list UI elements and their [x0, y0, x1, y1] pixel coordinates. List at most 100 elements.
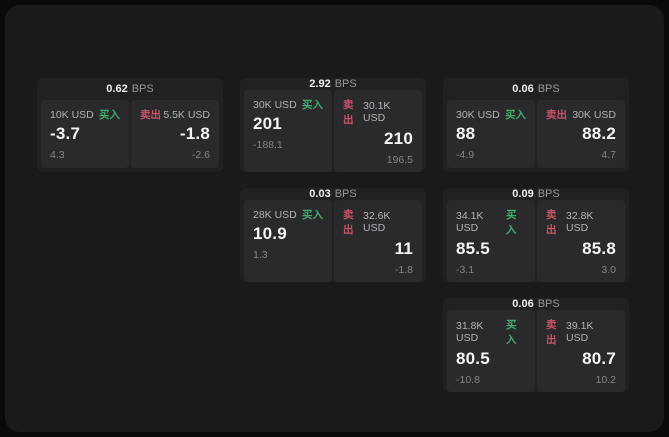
- buy-button[interactable]: 买入: [506, 319, 517, 346]
- sell-button[interactable]: 卖出: [140, 109, 161, 121]
- buy-delta: -4.9: [456, 148, 475, 161]
- bps-value: 0.03: [309, 188, 331, 200]
- quote-panels: 30K USD 买入 201 -188.1 卖出 30.1K USD 210 1…: [244, 90, 422, 172]
- buy-button[interactable]: 买入: [505, 109, 526, 121]
- buy-panel-top: 28K USD 买入: [253, 207, 323, 222]
- bps-unit-label: BPS: [537, 298, 560, 310]
- card-header: 0.06 BPS: [447, 298, 625, 310]
- sell-price: 85.8: [582, 239, 616, 258]
- buy-quote-panel[interactable]: 28K USD 买入 10.9 1.3: [244, 200, 332, 282]
- sell-delta: 10.2: [595, 373, 616, 386]
- bps-unit-label: BPS: [334, 188, 357, 200]
- sell-quote-panel[interactable]: 卖出 32.6K USD 11 -1.8: [334, 200, 422, 282]
- sell-quote-panel[interactable]: 卖出 5.5K USD -1.8 -2.6: [131, 100, 219, 168]
- buy-amount: 34.1K USD: [456, 210, 484, 234]
- sell-button[interactable]: 卖出: [343, 99, 354, 126]
- sell-quote-panel[interactable]: 卖出 30K USD 88.2 4.7: [537, 100, 625, 168]
- sell-panel-top: 卖出 32.6K USD: [343, 207, 413, 237]
- buy-amount: 10K USD: [50, 108, 94, 121]
- buy-delta: -188.1: [253, 138, 283, 151]
- buy-button[interactable]: 买入: [302, 99, 323, 111]
- card-header: 0.62 BPS: [41, 78, 219, 100]
- buy-button[interactable]: 买入: [506, 209, 517, 236]
- sell-price: 88.2: [582, 124, 616, 143]
- buy-delta: 4.3: [50, 148, 65, 161]
- buy-price: -3.7: [50, 124, 81, 143]
- quote-panels: 34.1K USD 买入 85.5 -3.1 卖出 32.8K USD 85.8…: [447, 200, 625, 282]
- sell-price: -1.8: [179, 124, 210, 143]
- bps-value: 0.09: [512, 188, 534, 200]
- buy-panel-top: 31.8K USD 买入: [456, 317, 526, 347]
- sell-price: 80.7: [582, 349, 616, 368]
- quote-panels: 10K USD 买入 -3.7 4.3 卖出 5.5K USD -1.8 -2.…: [41, 100, 219, 168]
- buy-price: 85.5: [456, 239, 490, 258]
- sell-panel-top: 卖出 30K USD: [546, 107, 616, 122]
- card-header: 0.09 BPS: [447, 188, 625, 200]
- sell-button[interactable]: 卖出: [546, 209, 557, 236]
- buy-panel-top: 30K USD 买入: [456, 107, 526, 122]
- buy-quote-panel[interactable]: 31.8K USD 买入 80.5 -10.8: [447, 310, 535, 392]
- sell-panel-top: 卖出 32.8K USD: [546, 207, 616, 237]
- quote-card: 0.03 BPS 28K USD 买入 10.9 1.3 卖出 32.6K US…: [240, 188, 426, 282]
- buy-delta: -3.1: [456, 263, 475, 276]
- buy-quote-panel[interactable]: 30K USD 买入 201 -188.1: [244, 90, 332, 172]
- buy-amount: 30K USD: [456, 108, 500, 121]
- buy-button[interactable]: 买入: [302, 209, 323, 221]
- buy-price: 88: [456, 124, 476, 143]
- sell-amount: 32.8K USD: [565, 210, 594, 234]
- bps-value: 0.06: [512, 83, 534, 95]
- app-window: 0.62 BPS 10K USD 买入 -3.7 4.3 卖出 5.5K USD…: [5, 5, 664, 432]
- sell-price: 210: [384, 129, 413, 148]
- bps-unit-label: BPS: [131, 83, 154, 95]
- bps-unit-label: BPS: [537, 83, 560, 95]
- sell-button[interactable]: 卖出: [546, 109, 567, 121]
- buy-quote-panel[interactable]: 30K USD 买入 88 -4.9: [447, 100, 535, 168]
- buy-price: 201: [253, 114, 282, 133]
- buy-quote-panel[interactable]: 34.1K USD 买入 85.5 -3.1: [447, 200, 535, 282]
- sell-delta: -1.8: [394, 263, 413, 276]
- quote-card: 0.09 BPS 34.1K USD 买入 85.5 -3.1 卖出 32.8K…: [443, 188, 629, 282]
- sell-panel-top: 卖出 30.1K USD: [343, 97, 413, 127]
- quote-card: 0.06 BPS 31.8K USD 买入 80.5 -10.8 卖出 39.1…: [443, 298, 629, 392]
- sell-amount: 32.6K USD: [362, 210, 391, 234]
- sell-amount: 5.5K USD: [163, 108, 210, 121]
- buy-panel-top: 10K USD 买入: [50, 107, 120, 122]
- buy-amount: 28K USD: [253, 208, 297, 221]
- card-header: 2.92 BPS: [244, 78, 422, 90]
- card-header: 0.06 BPS: [447, 78, 625, 100]
- bps-value: 0.62: [106, 83, 128, 95]
- bps-unit-label: BPS: [334, 78, 357, 90]
- bps-value: 2.92: [309, 78, 331, 90]
- sell-amount: 30K USD: [572, 108, 616, 121]
- bps-value: 0.06: [512, 298, 534, 310]
- bps-unit-label: BPS: [537, 188, 560, 200]
- buy-delta: -10.8: [456, 373, 480, 386]
- buy-quote-panel[interactable]: 10K USD 买入 -3.7 4.3: [41, 100, 129, 168]
- sell-quote-panel[interactable]: 卖出 30.1K USD 210 196.5: [334, 90, 422, 172]
- sell-button[interactable]: 卖出: [343, 209, 354, 236]
- sell-quote-panel[interactable]: 卖出 32.8K USD 85.8 3.0: [537, 200, 625, 282]
- sell-delta: 3.0: [601, 263, 616, 276]
- quote-card: 2.92 BPS 30K USD 买入 201 -188.1 卖出 30.1K …: [240, 78, 426, 172]
- buy-amount: 30K USD: [253, 98, 297, 111]
- buy-button[interactable]: 买入: [99, 109, 120, 121]
- quote-card: 0.06 BPS 30K USD 买入 88 -4.9 卖出 30K USD 8…: [443, 78, 629, 172]
- sell-delta: 196.5: [386, 153, 413, 166]
- buy-price: 10.9: [253, 224, 287, 243]
- quote-card-grid: 0.62 BPS 10K USD 买入 -3.7 4.3 卖出 5.5K USD…: [37, 78, 629, 392]
- buy-panel-top: 34.1K USD 买入: [456, 207, 526, 237]
- sell-quote-panel[interactable]: 卖出 39.1K USD 80.7 10.2: [537, 310, 625, 392]
- sell-button[interactable]: 卖出: [546, 319, 557, 346]
- sell-amount: 30.1K USD: [362, 100, 391, 124]
- sell-delta: -2.6: [191, 148, 210, 161]
- buy-delta: 1.3: [253, 248, 268, 261]
- sell-panel-top: 卖出 5.5K USD: [140, 107, 210, 122]
- sell-delta: 4.7: [601, 148, 616, 161]
- sell-price: 11: [394, 239, 413, 258]
- quote-card: 0.62 BPS 10K USD 买入 -3.7 4.3 卖出 5.5K USD…: [37, 78, 223, 172]
- quote-panels: 30K USD 买入 88 -4.9 卖出 30K USD 88.2 4.7: [447, 100, 625, 168]
- card-header: 0.03 BPS: [244, 188, 422, 200]
- buy-amount: 31.8K USD: [456, 320, 484, 344]
- quote-panels: 28K USD 买入 10.9 1.3 卖出 32.6K USD 11 -1.8: [244, 200, 422, 282]
- quote-panels: 31.8K USD 买入 80.5 -10.8 卖出 39.1K USD 80.…: [447, 310, 625, 392]
